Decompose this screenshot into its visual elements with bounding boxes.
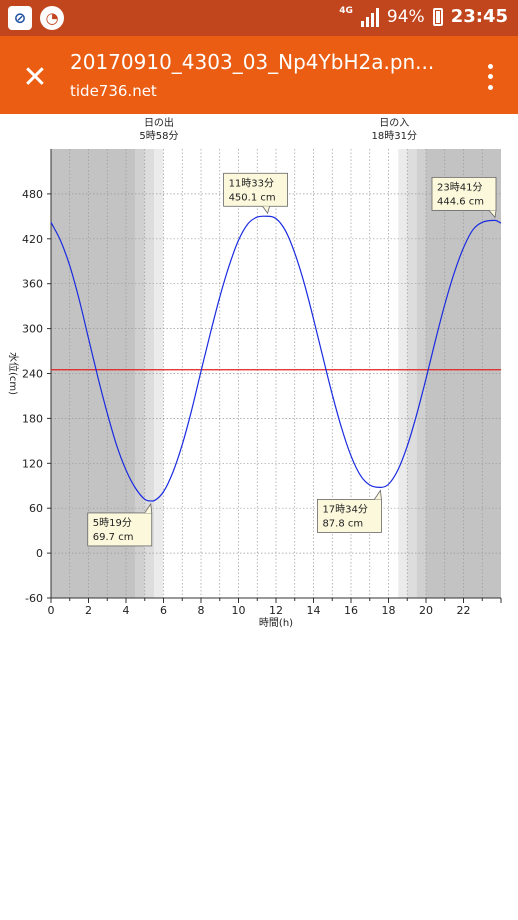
- y-tick-label-0: 0: [36, 547, 43, 560]
- x-tick-label-2: 2: [85, 604, 92, 617]
- annotation-pointer-0: [262, 206, 270, 215]
- toolbar: ✕ 20170910_4303_03_Np4YbH2a.pn... tide73…: [0, 36, 518, 114]
- x-tick-label-4: 4: [123, 604, 130, 617]
- x-tick-label-12: 12: [269, 604, 283, 617]
- status-left: ⊘ ◔: [8, 6, 64, 30]
- network-type: 4G: [339, 5, 353, 16]
- x-tick-label-0: 0: [48, 604, 55, 617]
- browser-notification-icon: ◔: [40, 6, 64, 30]
- y-tick-label-360: 360: [22, 278, 43, 291]
- annotation-value-0: 450.1 cm: [229, 192, 276, 203]
- annotation-time-3: 17時34分: [322, 503, 367, 515]
- annotation-pointer-2: [144, 502, 153, 514]
- y-tick-label-240: 240: [22, 368, 43, 381]
- y-axis-label: 水位(cm): [7, 352, 20, 395]
- x-tick-label-18: 18: [382, 604, 396, 617]
- x-tick-label-20: 20: [419, 604, 433, 617]
- y-tick-label-180: 180: [22, 412, 43, 425]
- sun-event-label-0: 日の出: [144, 116, 174, 129]
- annotation-value-2: 69.7 cm: [93, 532, 134, 543]
- sun-event-time-1: 18時31分: [372, 130, 417, 142]
- more-vert-icon: [487, 63, 493, 69]
- x-tick-label-8: 8: [198, 604, 205, 617]
- annotation-box-1: [431, 176, 497, 211]
- tide-chart: -60 0 60 120 180 240 300 360 420 480 0 2 4 6 8 10 12 14 16…: [0, 114, 518, 634]
- night-band-3: [154, 149, 163, 598]
- annotation-box-2: [87, 512, 153, 547]
- y-tick-label-300: 300: [22, 323, 43, 336]
- tide-series-line-0: [50, 215, 502, 502]
- page-url: tide736.net: [70, 82, 157, 100]
- sun-event-time-0: 5時58分: [139, 130, 178, 142]
- annotation-value-3: 87.8 cm: [322, 518, 363, 529]
- annotation-box-0: [223, 172, 288, 207]
- close-button[interactable]: ✕: [18, 59, 52, 95]
- y-tick-label-480: 480: [22, 188, 43, 201]
- annotation-pointer-3: [374, 489, 382, 500]
- battery-percent: 94%: [386, 6, 425, 27]
- night-band-4: [398, 149, 408, 598]
- x-axis-label: 時間(h): [259, 617, 293, 629]
- annotation-time-0: 11時33分: [229, 177, 274, 189]
- y-tick-label--60: -60: [25, 592, 43, 605]
- y-tick-label-420: 420: [22, 233, 43, 246]
- close-icon: ✕: [22, 59, 48, 95]
- signal-icon: [360, 7, 379, 27]
- x-tick-label-10: 10: [232, 604, 246, 617]
- annotation-pointer-1: [488, 210, 497, 219]
- app-notification-icon: ⊘: [8, 6, 32, 30]
- annotation-time-1: 23時41分: [437, 181, 482, 193]
- annotation-value-1: 444.6 cm: [437, 196, 484, 207]
- overflow-menu-button[interactable]: [480, 61, 500, 93]
- x-tick-label-14: 14: [307, 604, 321, 617]
- x-tick-label-16: 16: [344, 604, 358, 617]
- x-tick-label-22: 22: [457, 604, 471, 617]
- night-band-6: [416, 149, 426, 598]
- x-tick-label-6: 6: [160, 604, 167, 617]
- y-tick-label-120: 120: [22, 457, 43, 470]
- y-tick-label-60: 60: [29, 502, 43, 515]
- status-bar: ⊘ ◔ 4G 94% 23:45: [0, 0, 518, 36]
- page-title: 20170910_4303_03_Np4YbH2a.pn...: [70, 50, 435, 74]
- clock: 23:45: [450, 6, 508, 27]
- night-band-1: [135, 149, 145, 598]
- annotation-box-3: [317, 498, 382, 533]
- sun-event-label-1: 日の入: [379, 118, 409, 129]
- annotation-time-2: 5時19分: [93, 517, 132, 529]
- status-right: 4G 94% 23:45: [339, 5, 508, 28]
- tide-chart-svg: -60 0 60 120 180 240 300 360 420 480 0 2 4 6 8 10 12 14 16…: [7, 116, 502, 629]
- battery-icon: [432, 7, 443, 26]
